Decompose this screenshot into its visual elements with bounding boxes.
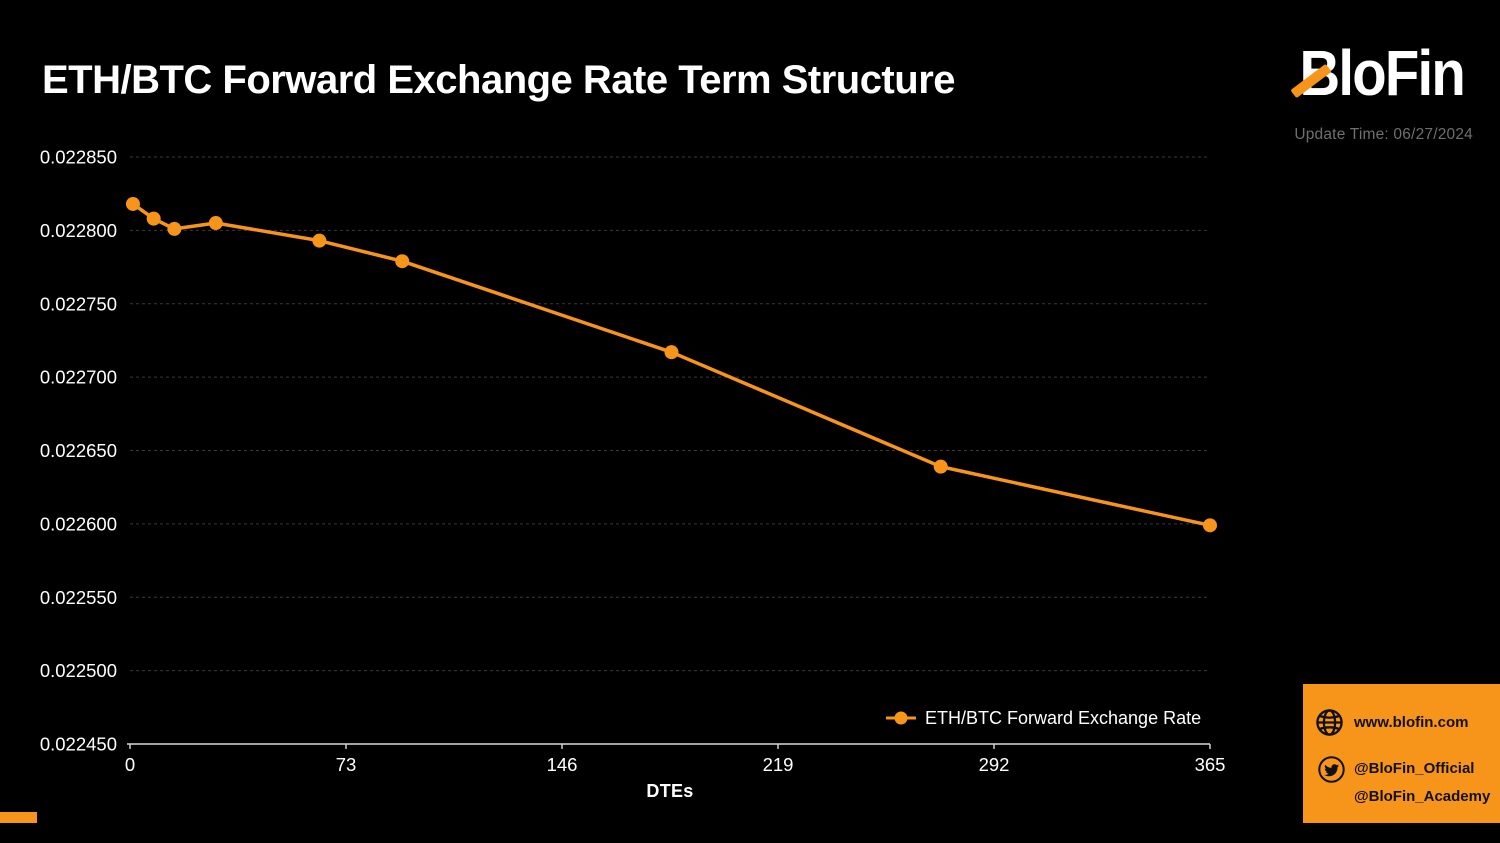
series-markers	[125, 196, 1217, 533]
svg-text:292: 292	[979, 754, 1010, 775]
svg-text:0.022700: 0.022700	[40, 367, 117, 388]
series-eth-btc-forward-rate	[131, 202, 1212, 528]
x-axis-title: DTEs	[646, 781, 694, 801]
update-time: Update Time: 06/27/2024	[1294, 126, 1473, 143]
footer-twitter-academy: @BloFin_Academy	[1354, 788, 1491, 805]
blofin-logo: BloFin	[1288, 36, 1468, 126]
svg-text:0.022450: 0.022450	[40, 734, 117, 755]
svg-text:0.022550: 0.022550	[40, 587, 117, 608]
globe-icon	[1316, 709, 1343, 736]
twitter-icon	[1318, 756, 1345, 783]
svg-text:219: 219	[763, 754, 794, 775]
footer-contact-card: www.blofin.com @BloFin_Official @BloFin_…	[1303, 684, 1500, 823]
svg-text:0: 0	[125, 754, 135, 775]
svg-text:0.022500: 0.022500	[40, 660, 117, 681]
page-title: ETH/BTC Forward Exchange Rate Term Struc…	[42, 58, 956, 102]
svg-text:0.022850: 0.022850	[40, 147, 117, 168]
legend-label: ETH/BTC Forward Exchange Rate	[925, 707, 1202, 728]
svg-text:0.022800: 0.022800	[40, 220, 117, 241]
gridlines	[130, 156, 1210, 672]
svg-text:365: 365	[1195, 754, 1226, 775]
svg-text:0.022750: 0.022750	[40, 293, 117, 314]
legend: ETH/BTC Forward Exchange Rate	[886, 705, 1201, 731]
legend-line-marker-icon	[886, 711, 916, 725]
svg-text:0.022600: 0.022600	[40, 513, 117, 534]
svg-text:146: 146	[547, 754, 578, 775]
svg-text:0.022650: 0.022650	[40, 440, 117, 461]
y-tick-labels: 0.022850 0.022800 0.022750 0.022700 0.022650…	[40, 147, 117, 755]
footer-twitter-official: @BloFin_Official	[1354, 760, 1475, 777]
footer-website: www.blofin.com	[1354, 714, 1469, 731]
svg-text:73: 73	[336, 754, 357, 775]
corner-accent-bar	[0, 812, 37, 823]
x-tick-labels: 0 73 146 219 292 365	[125, 754, 1226, 775]
x-axis	[127, 743, 1211, 749]
